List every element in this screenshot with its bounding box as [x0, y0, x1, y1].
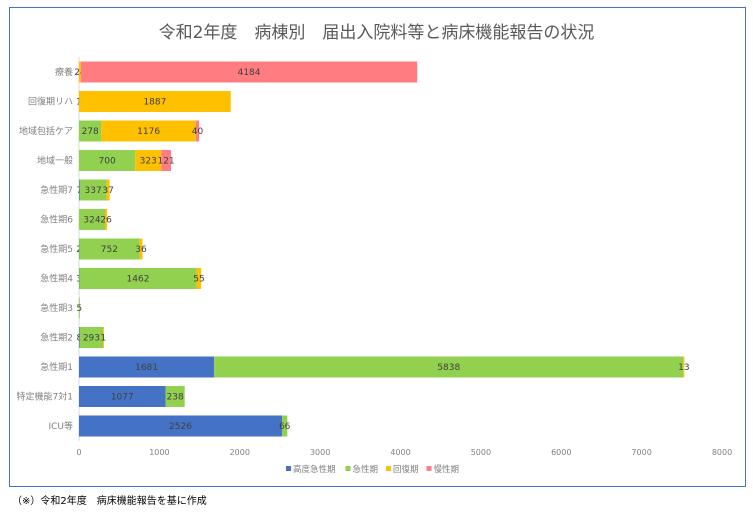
bar-segment	[79, 238, 140, 260]
bar-segment	[195, 120, 200, 142]
data-label: 1	[100, 334, 106, 344]
bar-segment	[79, 327, 104, 348]
category-label: 急性期6	[40, 214, 73, 226]
data-label: 7	[76, 186, 82, 196]
data-label: 13	[678, 363, 689, 373]
x-tick-label: 7000	[631, 448, 651, 457]
data-label: 752	[101, 245, 118, 255]
data-label: 55	[193, 275, 204, 285]
data-label: 4184	[238, 68, 261, 78]
bar-segment	[80, 61, 418, 83]
x-tick-label: 3000	[310, 448, 330, 457]
category-label: 急性期7	[40, 184, 73, 196]
bar-segment	[139, 238, 143, 260]
data-label: 37	[102, 186, 113, 196]
bar-segment	[196, 268, 202, 289]
data-label: 700	[99, 157, 116, 167]
x-tick-label: 5000	[471, 448, 491, 457]
bar-segment	[165, 386, 185, 407]
bar-segment	[161, 150, 171, 171]
legend-swatch	[345, 466, 351, 471]
data-label: 1462	[127, 275, 150, 285]
bar-segment	[135, 150, 162, 171]
data-label: 1176	[137, 127, 160, 137]
x-tick-label: 8000	[712, 448, 732, 457]
category-label: 急性期1	[40, 361, 73, 373]
category-label: ICU等	[48, 420, 73, 432]
category-label: 急性期5	[40, 243, 73, 255]
bar-segment	[79, 150, 136, 171]
data-label: 5	[76, 304, 82, 314]
chart-frame	[9, 7, 746, 487]
data-label: 40	[192, 127, 204, 137]
data-label: 5838	[437, 363, 460, 373]
data-label: 8	[76, 334, 82, 344]
data-label: 1	[76, 98, 82, 108]
bar-segment	[79, 415, 283, 437]
bar-segment	[106, 179, 110, 201]
category-label: 急性期3	[40, 302, 73, 314]
legend-swatch	[386, 466, 391, 471]
bar-segment	[101, 120, 196, 142]
data-label: 66	[279, 422, 291, 432]
data-label: 3	[76, 275, 82, 285]
category-label: 特定機能7対1	[17, 391, 73, 403]
legend-swatch	[286, 466, 291, 471]
category-label: 地域包括ケア	[19, 125, 73, 137]
data-label: 337	[85, 186, 102, 196]
x-tick-label: 0	[76, 448, 81, 457]
bar-segment	[79, 120, 102, 142]
bar-segment	[79, 356, 215, 378]
bar-segment	[282, 415, 288, 437]
bar-segment	[214, 356, 684, 378]
legend-entry: 慢性期	[434, 464, 460, 475]
bar-segment	[103, 327, 104, 348]
data-label: 1077	[111, 393, 134, 403]
x-tick-label: 2000	[230, 448, 250, 457]
category-label: 回復期リハ	[28, 96, 73, 108]
bar-segment	[79, 61, 81, 83]
category-label: 療養	[55, 66, 73, 78]
legend-entry: 高度急性期	[293, 464, 336, 475]
bar-segment	[79, 268, 197, 289]
data-label: 278	[82, 127, 99, 137]
legend-entry: 急性期	[353, 464, 379, 475]
data-label: 238	[167, 393, 184, 403]
x-tick-label: 6000	[551, 448, 571, 457]
legend-entry: 回復期	[393, 464, 419, 475]
footnote: （※）令和2年度 病床機能報告を基に作成	[12, 496, 207, 507]
data-label: 36	[135, 245, 147, 255]
bar-segment	[79, 327, 80, 348]
data-label: 324	[83, 216, 100, 226]
x-tick-label: 1000	[149, 448, 169, 457]
bar-segment	[683, 356, 685, 378]
data-label: 293	[83, 334, 100, 344]
bar-segment	[79, 386, 166, 407]
data-label: 121	[157, 157, 174, 167]
data-label: 2	[76, 245, 82, 255]
legend-swatch	[426, 466, 432, 471]
category-label: 急性期2	[40, 332, 73, 344]
data-label: 2526	[169, 422, 192, 432]
bar-segment	[79, 297, 80, 319]
data-label: 24	[74, 68, 86, 78]
data-label: 1887	[143, 98, 166, 108]
bar-segment	[79, 91, 231, 112]
category-label: 急性期4	[40, 273, 73, 285]
category-label: 地域一般	[37, 155, 73, 167]
data-label: 1681	[135, 363, 158, 373]
bar-segment	[105, 209, 108, 230]
x-tick-label: 4000	[390, 448, 410, 457]
chart-title: 令和2年度 病棟別 届出入院料等と病床機能報告の状況	[158, 23, 595, 43]
bar-segment	[79, 179, 80, 201]
bar-segment	[79, 209, 106, 230]
data-label: 323	[140, 157, 157, 167]
bar-segment	[79, 179, 107, 201]
data-label: 26	[100, 216, 112, 226]
